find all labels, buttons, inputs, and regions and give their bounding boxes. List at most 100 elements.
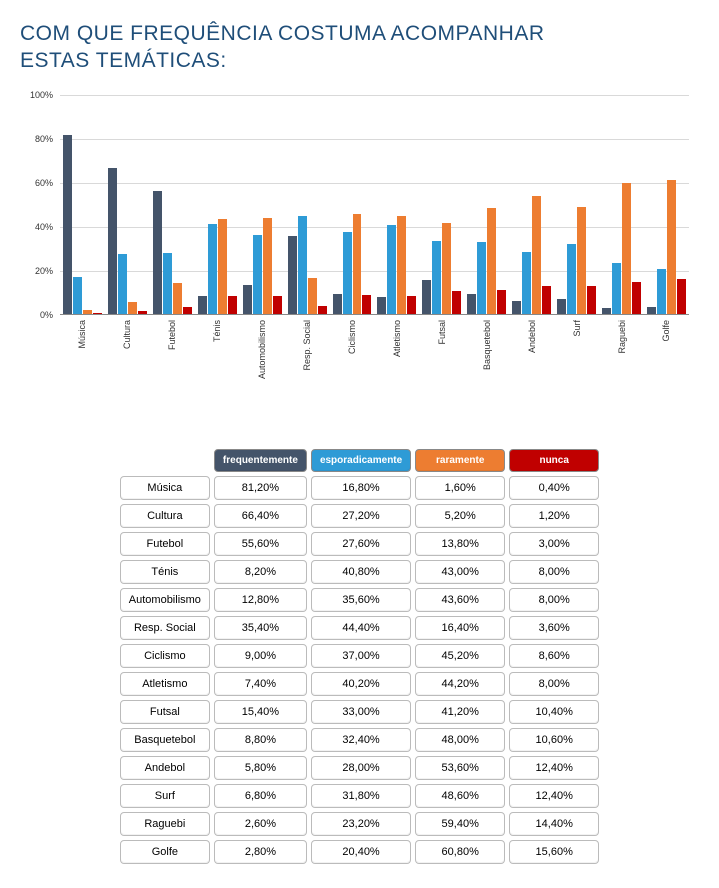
table-cell: 35,60% [311,588,411,612]
table-row: Ténis8,20%40,80%43,00%8,00% [120,560,599,584]
table-cell: 0,40% [509,476,599,500]
row-header: Surf [120,784,210,808]
title-line-2: ESTAS TEMÁTICAS: [20,49,227,72]
column-header: raramente [415,449,505,472]
bar [93,313,102,314]
x-label: Andebol [527,320,537,353]
row-header: Cultura [120,504,210,528]
table-cell: 12,40% [509,756,599,780]
bar [647,307,656,313]
table-cell: 23,20% [311,812,411,836]
table-row: Ciclismo9,00%37,00%45,20%8,60% [120,644,599,668]
bar-group: Surf [554,95,599,314]
table-cell: 12,80% [214,588,307,612]
table-cell: 8,00% [509,560,599,584]
bar [377,297,386,313]
table-cell: 1,60% [415,476,505,500]
table-cell: 35,40% [214,616,307,640]
bar [83,310,92,314]
table-cell: 44,20% [415,672,505,696]
table-cell: 15,40% [214,700,307,724]
bar [667,180,676,314]
table-cell: 66,40% [214,504,307,528]
table-cell: 33,00% [311,700,411,724]
table-cell: 59,40% [415,812,505,836]
table-cell: 8,00% [509,672,599,696]
bar [632,282,641,314]
bar [243,285,252,313]
bar [288,236,297,314]
bar [532,196,541,314]
bar [522,252,531,314]
x-label: Ténis [212,320,222,342]
x-label: Raguebi [617,320,627,354]
table-cell: 13,80% [415,532,505,556]
table-cell: 16,40% [415,616,505,640]
bar [108,168,117,314]
bar [333,294,342,314]
bar [318,306,327,314]
table-cell: 3,00% [509,532,599,556]
bar [273,296,282,314]
page-title: COM QUE FREQUÊNCIA COSTUMA ACOMPANHAR ES… [20,20,699,75]
x-label: Atletismo [392,320,402,357]
table-row: Automobilismo12,80%35,60%43,60%8,00% [120,588,599,612]
bar [442,223,451,314]
y-tick: 60% [35,178,53,188]
bar [198,296,207,314]
table-cell: 32,40% [311,728,411,752]
row-header: Ciclismo [120,644,210,668]
bar [577,207,586,314]
bar-groups: MúsicaCulturaFutebolTénisAutomobilismoRe… [60,95,689,314]
bar [228,296,237,314]
table-cell: 40,80% [311,560,411,584]
bar [63,135,72,314]
column-header: esporadicamente [311,449,411,472]
y-tick: 40% [35,222,53,232]
bar [353,214,362,313]
table-cell: 40,20% [311,672,411,696]
bar [128,302,137,313]
bar [602,308,611,314]
row-header: Andebol [120,756,210,780]
bar [183,307,192,314]
bar-group: Automobilismo [240,95,285,314]
bar [467,294,476,313]
bar [138,311,147,314]
table-cell: 60,80% [415,840,505,864]
row-header: Futebol [120,532,210,556]
x-label: Futebol [167,320,177,350]
bar [73,277,82,314]
table-cell: 48,60% [415,784,505,808]
table-row: Música81,20%16,80%1,60%0,40% [120,476,599,500]
bar-group: Futsal [419,95,464,314]
x-label: Automobilismo [257,320,267,379]
table-cell: 7,40% [214,672,307,696]
bar [308,278,317,314]
y-tick: 100% [30,90,53,100]
table-cell: 6,80% [214,784,307,808]
column-header: nunca [509,449,599,472]
table-row: Surf6,80%31,80%48,60%12,40% [120,784,599,808]
table-cell: 31,80% [311,784,411,808]
bar [512,301,521,314]
row-header: Golfe [120,840,210,864]
x-label: Resp. Social [302,320,312,371]
table-cell: 3,60% [509,616,599,640]
table-cell: 55,60% [214,532,307,556]
table-cell: 14,40% [509,812,599,836]
table-row: Atletismo7,40%40,20%44,20%8,00% [120,672,599,696]
table-cell: 15,60% [509,840,599,864]
x-label: Música [77,320,87,349]
row-header: Atletismo [120,672,210,696]
bar [218,219,227,314]
bar [657,269,666,314]
table-row: Basquetebol8,80%32,40%48,00%10,60% [120,728,599,752]
table-cell: 27,60% [311,532,411,556]
table-cell: 2,80% [214,840,307,864]
bar [118,254,127,314]
bar-group: Futebol [150,95,195,314]
table-cell: 20,40% [311,840,411,864]
row-header: Resp. Social [120,616,210,640]
x-label: Basquetebol [482,320,492,370]
